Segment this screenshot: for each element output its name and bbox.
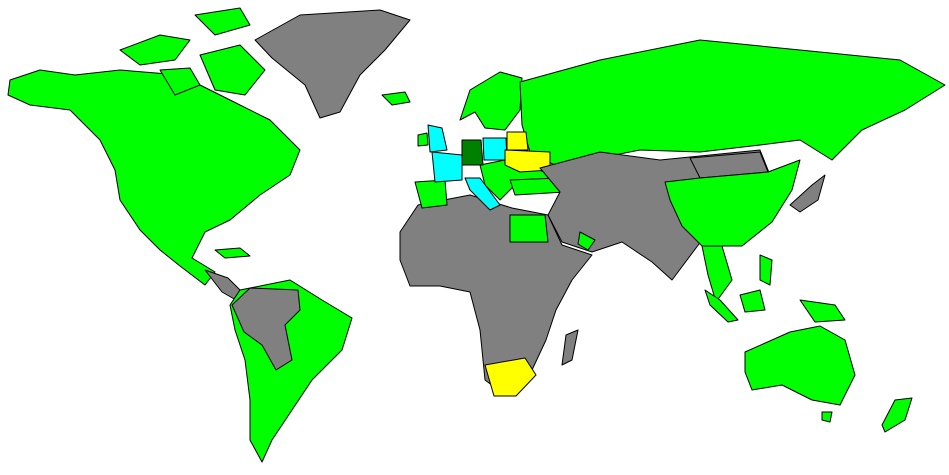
country-south-africa: [484, 357, 537, 397]
country-russia: [519, 39, 946, 169]
country-italy: [464, 177, 501, 211]
country-germany: [461, 139, 484, 166]
country-poland: [482, 137, 508, 161]
country-ireland: [417, 132, 429, 147]
country-indonesia-2: [739, 289, 766, 313]
country-ukraine: [504, 149, 551, 173]
country-central-america: [204, 269, 241, 301]
country-uk: [427, 124, 448, 153]
country-oman: [577, 231, 596, 251]
country-arctic-island-4: [159, 67, 201, 96]
country-arctic-island-2: [194, 7, 251, 36]
country-arctic-island-1: [119, 34, 191, 66]
country-japan: [789, 174, 826, 213]
country-greenland: [254, 9, 411, 119]
country-belarus: [506, 131, 529, 151]
country-indonesia-1: [704, 289, 739, 323]
country-south-america-gray: [231, 287, 301, 371]
country-iceland: [381, 91, 411, 106]
country-north-america: [7, 69, 301, 286]
country-new-zealand: [881, 397, 913, 433]
country-china: [664, 159, 801, 247]
country-scandinavia: [459, 71, 523, 131]
country-spain: [414, 179, 448, 209]
country-arctic-island-3: [199, 44, 266, 96]
country-madagascar: [561, 329, 579, 366]
country-africa: [399, 194, 593, 396]
country-new-guinea: [799, 299, 846, 323]
country-southeast-asia: [701, 245, 733, 303]
country-tasmania: [821, 411, 833, 423]
country-philippines: [759, 254, 773, 286]
country-egypt: [509, 214, 549, 243]
country-caribbean: [214, 247, 251, 259]
country-france: [431, 151, 463, 183]
country-australia: [744, 325, 856, 406]
